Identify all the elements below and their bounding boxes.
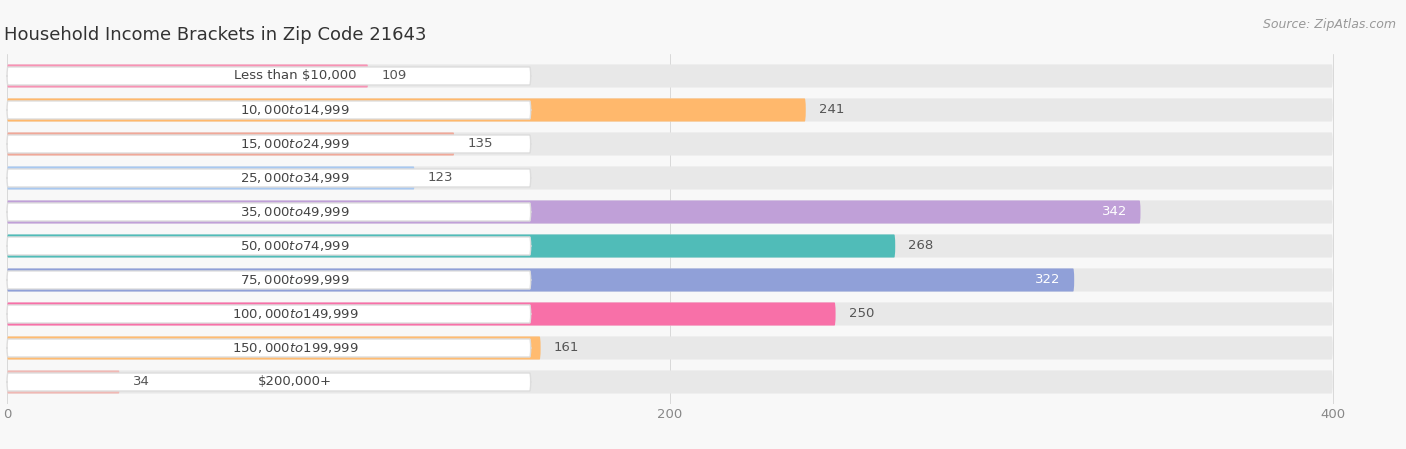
Text: $10,000 to $14,999: $10,000 to $14,999 [240, 103, 350, 117]
FancyBboxPatch shape [7, 200, 1140, 224]
FancyBboxPatch shape [7, 336, 1333, 360]
Text: 250: 250 [849, 308, 875, 321]
FancyBboxPatch shape [7, 370, 120, 394]
Text: 342: 342 [1102, 206, 1128, 219]
FancyBboxPatch shape [7, 336, 541, 360]
Text: $200,000+: $200,000+ [259, 375, 332, 388]
Text: 123: 123 [427, 172, 453, 185]
Text: $25,000 to $34,999: $25,000 to $34,999 [240, 171, 350, 185]
Text: Less than $10,000: Less than $10,000 [233, 70, 356, 83]
Text: Source: ZipAtlas.com: Source: ZipAtlas.com [1263, 18, 1396, 31]
Text: 322: 322 [1035, 273, 1062, 286]
Text: 109: 109 [381, 70, 406, 83]
FancyBboxPatch shape [7, 269, 1333, 291]
Text: $35,000 to $49,999: $35,000 to $49,999 [240, 205, 350, 219]
FancyBboxPatch shape [7, 101, 530, 119]
FancyBboxPatch shape [7, 64, 368, 88]
Text: 135: 135 [468, 137, 494, 150]
FancyBboxPatch shape [7, 98, 1333, 122]
FancyBboxPatch shape [7, 305, 530, 323]
Text: 161: 161 [554, 342, 579, 355]
Text: 241: 241 [818, 103, 845, 116]
Text: Household Income Brackets in Zip Code 21643: Household Income Brackets in Zip Code 21… [4, 26, 427, 44]
Text: $100,000 to $149,999: $100,000 to $149,999 [232, 307, 359, 321]
FancyBboxPatch shape [7, 132, 454, 155]
FancyBboxPatch shape [7, 234, 1333, 258]
Text: $150,000 to $199,999: $150,000 to $199,999 [232, 341, 359, 355]
FancyBboxPatch shape [7, 271, 530, 289]
Text: $15,000 to $24,999: $15,000 to $24,999 [240, 137, 350, 151]
FancyBboxPatch shape [7, 269, 1074, 291]
FancyBboxPatch shape [7, 67, 530, 85]
FancyBboxPatch shape [7, 132, 1333, 155]
FancyBboxPatch shape [7, 167, 1333, 189]
Text: $50,000 to $74,999: $50,000 to $74,999 [240, 239, 350, 253]
Text: 268: 268 [908, 239, 934, 252]
FancyBboxPatch shape [7, 303, 835, 326]
FancyBboxPatch shape [7, 135, 530, 153]
FancyBboxPatch shape [7, 237, 530, 255]
FancyBboxPatch shape [7, 167, 415, 189]
Text: $75,000 to $99,999: $75,000 to $99,999 [240, 273, 350, 287]
FancyBboxPatch shape [7, 339, 530, 357]
Text: 34: 34 [134, 375, 150, 388]
FancyBboxPatch shape [7, 98, 806, 122]
FancyBboxPatch shape [7, 370, 1333, 394]
FancyBboxPatch shape [7, 169, 530, 187]
FancyBboxPatch shape [7, 303, 1333, 326]
FancyBboxPatch shape [7, 64, 1333, 88]
FancyBboxPatch shape [7, 203, 530, 221]
FancyBboxPatch shape [7, 200, 1333, 224]
FancyBboxPatch shape [7, 373, 530, 391]
FancyBboxPatch shape [7, 234, 896, 258]
